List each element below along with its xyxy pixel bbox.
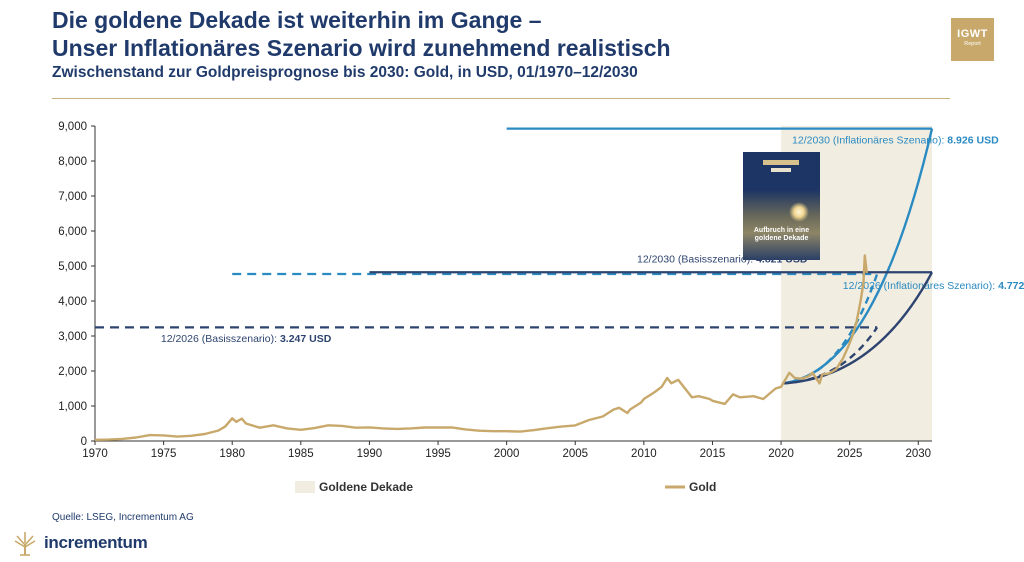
legend-label-goldene-dekade: Goldene Dekade	[319, 480, 413, 494]
x-tick-label: 1990	[357, 448, 383, 460]
gold-price-line	[94, 254, 868, 441]
cover-title: Aufbruch in eine goldene Dekade	[753, 227, 810, 242]
tree-logo-icon	[14, 532, 36, 556]
page-title: Die goldene Dekade ist weiterhin im Gang…	[52, 6, 671, 62]
projection-label-text: 12/2030 (Basisszenario):	[637, 254, 756, 266]
projection-label-text: 12/2030 (Inflationäres Szenario):	[792, 135, 947, 147]
x-tick-label: 2020	[768, 448, 794, 460]
x-tick-label: 1995	[425, 448, 451, 460]
x-tick-label: 2005	[562, 448, 588, 460]
x-tick-label: 2025	[837, 448, 863, 460]
cover-header-bar-2	[771, 168, 791, 172]
projection-value: 3.247 USD	[280, 333, 332, 345]
igwt-report-badge: IGWT Report	[951, 18, 994, 61]
cover-sun-glow	[789, 202, 809, 222]
title-line-1: Die goldene Dekade ist weiterhin im Gang…	[52, 7, 542, 33]
y-tick-label: 8,000	[58, 156, 87, 168]
incrementum-logo: incrementum	[12, 530, 148, 556]
projection-value: 4.772 USD	[998, 280, 1024, 292]
report-cover-image: Aufbruch in eine goldene Dekade	[743, 152, 820, 260]
x-tick-label: 1985	[288, 448, 314, 460]
projection-label: 12/2026 (Inflationäres Szenario): 4.772 …	[843, 280, 1024, 292]
x-tick-label: 2015	[700, 448, 726, 460]
projection-label-text: 12/2026 (Inflationäres Szenario):	[843, 280, 998, 292]
y-tick-label: 1,000	[58, 401, 87, 413]
x-tick-label: 2010	[631, 448, 657, 460]
subtitle: Zwischenstand zur Goldpreisprognose bis …	[52, 64, 638, 81]
y-tick-label: 3,000	[58, 331, 87, 343]
x-tick-label: 2000	[494, 448, 520, 460]
y-tick-label: 0	[81, 436, 87, 448]
title-divider	[52, 98, 950, 99]
legend-label-gold: Gold	[689, 480, 716, 494]
projection-curve	[783, 271, 934, 385]
source-note: Quelle: LSEG, Incrementum AG	[52, 512, 194, 523]
badge-sub-text: Report	[964, 41, 981, 47]
badge-main-text: IGWT	[957, 28, 988, 40]
x-tick-label: 1980	[219, 448, 245, 460]
y-tick-label: 6,000	[58, 226, 87, 238]
projection-label-text: 12/2026 (Basisszenario):	[161, 333, 280, 345]
projection-value: 8.926 USD	[947, 135, 999, 147]
y-tick-label: 4,000	[58, 296, 87, 308]
x-tick-label: 2030	[905, 448, 931, 460]
y-tick-label: 9,000	[58, 121, 87, 133]
y-tick-label: 5,000	[58, 261, 87, 273]
projection-label: 12/2026 (Basisszenario): 3.247 USD	[161, 333, 332, 345]
y-tick-label: 7,000	[58, 191, 87, 203]
title-line-2: Unser Inflationäres Szenario wird zunehm…	[52, 35, 671, 61]
y-tick-label: 2,000	[58, 366, 87, 378]
x-tick-label: 1970	[82, 448, 108, 460]
logo-wordmark: incrementum	[44, 533, 148, 552]
x-tick-label: 1975	[151, 448, 177, 460]
legend-swatch-goldene-dekade	[295, 481, 315, 493]
projection-label: 12/2030 (Inflationäres Szenario): 8.926 …	[792, 135, 999, 147]
cover-header-bar	[763, 160, 799, 165]
